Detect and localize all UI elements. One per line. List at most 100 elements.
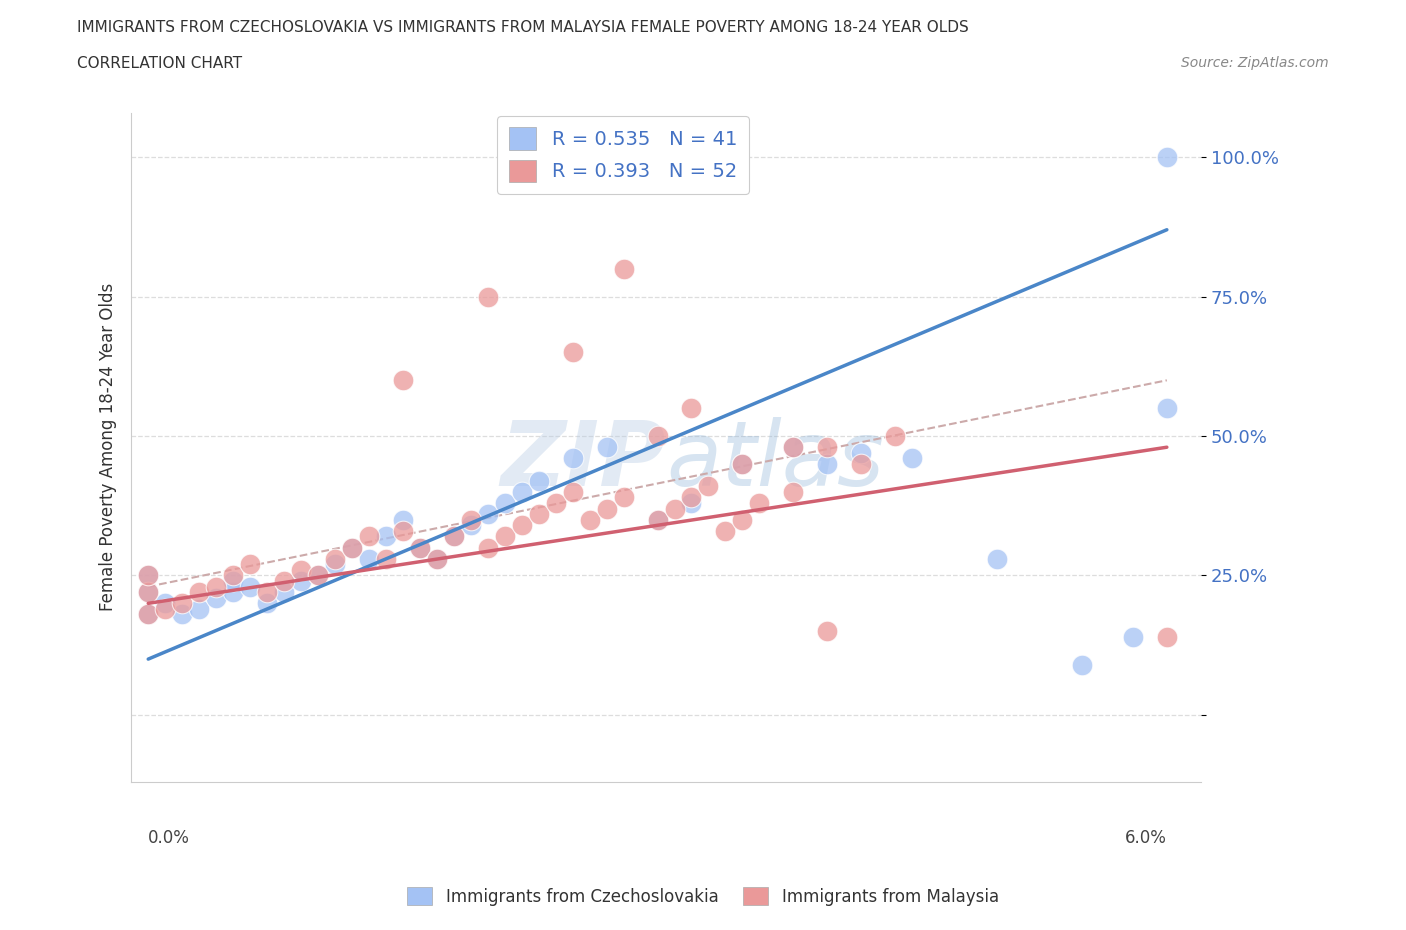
Text: atlas: atlas [666, 417, 884, 505]
Point [239, 579, 262, 594]
Point [392, 524, 415, 538]
Point [256, 596, 278, 611]
Point [136, 585, 159, 600]
Point [340, 540, 363, 555]
Point [527, 507, 550, 522]
Point [494, 496, 516, 511]
Point [613, 490, 636, 505]
Point [323, 551, 346, 566]
Point [884, 429, 907, 444]
Point [409, 540, 432, 555]
Text: Source: ZipAtlas.com: Source: ZipAtlas.com [1181, 56, 1329, 70]
Point [647, 512, 669, 527]
Point [561, 451, 583, 466]
Point [136, 607, 159, 622]
Text: CORRELATION CHART: CORRELATION CHART [77, 56, 242, 71]
Point [357, 529, 380, 544]
Point [290, 563, 312, 578]
Point [748, 496, 770, 511]
Point [731, 457, 754, 472]
Point [815, 440, 838, 455]
Point [172, 607, 194, 622]
Point [443, 529, 465, 544]
Point [1156, 401, 1178, 416]
Point [681, 401, 703, 416]
Point [307, 568, 329, 583]
Point [477, 289, 499, 304]
Point [901, 451, 924, 466]
Point [697, 479, 720, 494]
Point [153, 596, 176, 611]
Point [323, 557, 346, 572]
Point [510, 518, 533, 533]
Point [510, 485, 533, 499]
Point [307, 568, 329, 583]
Point [222, 568, 245, 583]
Point [374, 529, 396, 544]
Point [136, 568, 159, 583]
Point [1071, 658, 1094, 672]
Point [782, 440, 804, 455]
Point [460, 512, 482, 527]
Point [136, 568, 159, 583]
Y-axis label: Female Poverty Among 18-24 Year Olds: Female Poverty Among 18-24 Year Olds [100, 283, 117, 611]
Point [647, 429, 669, 444]
Point [815, 624, 838, 639]
Point [205, 591, 228, 605]
Point [136, 585, 159, 600]
Point [273, 585, 295, 600]
Legend: Immigrants from Czechoslovakia, Immigrants from Malaysia: Immigrants from Czechoslovakia, Immigran… [401, 881, 1005, 912]
Point [426, 551, 449, 566]
Point [256, 585, 278, 600]
Point [1156, 630, 1178, 644]
Point [409, 540, 432, 555]
Point [731, 512, 754, 527]
Point [815, 457, 838, 472]
Point [477, 540, 499, 555]
Point [477, 507, 499, 522]
Point [205, 579, 228, 594]
Point [851, 445, 873, 460]
Point [527, 473, 550, 488]
Point [851, 457, 873, 472]
Point [188, 585, 211, 600]
Point [578, 512, 600, 527]
Point [290, 574, 312, 589]
Point [340, 540, 363, 555]
Point [392, 512, 415, 527]
Point [986, 551, 1008, 566]
Point [561, 345, 583, 360]
Point [426, 551, 449, 566]
Point [1122, 630, 1144, 644]
Text: 6.0%: 6.0% [1125, 829, 1167, 846]
Point [731, 457, 754, 472]
Point [782, 485, 804, 499]
Text: IMMIGRANTS FROM CZECHOSLOVAKIA VS IMMIGRANTS FROM MALAYSIA FEMALE POVERTY AMONG : IMMIGRANTS FROM CZECHOSLOVAKIA VS IMMIGR… [77, 20, 969, 35]
Point [153, 602, 176, 617]
Point [222, 585, 245, 600]
Point [782, 440, 804, 455]
Point [222, 574, 245, 589]
Point [681, 496, 703, 511]
Point [357, 551, 380, 566]
Point [647, 512, 669, 527]
Point [392, 373, 415, 388]
Text: ZIP: ZIP [501, 417, 666, 505]
Point [595, 440, 617, 455]
Legend: R = 0.535   N = 41, R = 0.393   N = 52: R = 0.535 N = 41, R = 0.393 N = 52 [498, 115, 749, 193]
Point [239, 557, 262, 572]
Point [443, 529, 465, 544]
Point [188, 602, 211, 617]
Point [172, 596, 194, 611]
Point [561, 485, 583, 499]
Point [460, 518, 482, 533]
Point [595, 501, 617, 516]
Point [273, 574, 295, 589]
Point [664, 501, 686, 516]
Point [374, 551, 396, 566]
Point [714, 524, 737, 538]
Point [1156, 150, 1178, 165]
Point [613, 261, 636, 276]
Point [136, 607, 159, 622]
Point [681, 490, 703, 505]
